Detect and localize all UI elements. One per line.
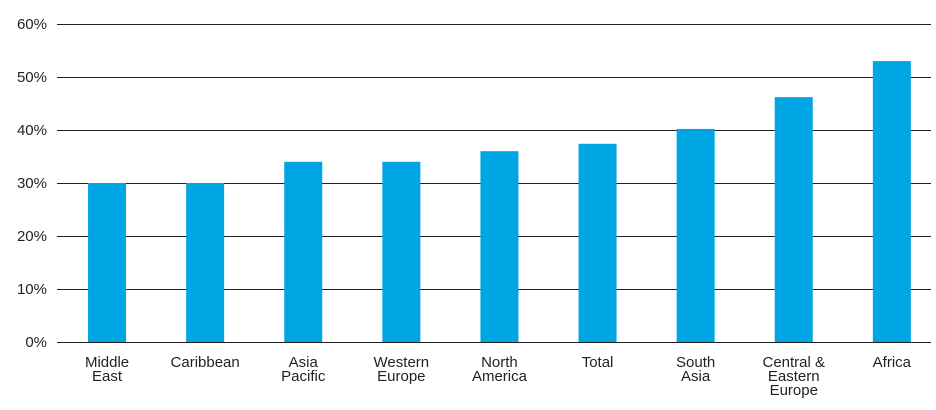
- y-tick-label: 40%: [17, 122, 47, 139]
- bar: [480, 151, 519, 342]
- x-tick-label: South Asia: [676, 354, 715, 385]
- y-axis-tick-labels: 0% 10% 20% 30% 40% 50% 60%: [17, 16, 47, 351]
- bars: [88, 61, 911, 342]
- x-tick-label: Western Europe: [374, 354, 430, 385]
- y-tick-label: 50%: [17, 69, 47, 86]
- y-tick-label: 10%: [17, 281, 47, 298]
- x-tick-label: Middle East: [85, 354, 129, 385]
- x-tick-label: Asia Pacific: [281, 354, 326, 385]
- y-tick-label: 30%: [17, 175, 47, 192]
- x-axis-tick-labels: Middle East Caribbean Asia Pacific Western Eur…: [85, 354, 912, 399]
- bar: [382, 161, 421, 342]
- x-tick-label: Caribbean: [171, 354, 240, 371]
- bar: [774, 97, 813, 342]
- bar: [284, 161, 323, 342]
- bar: [88, 183, 127, 342]
- x-tick-label: Total: [582, 354, 614, 371]
- y-tick-label: 60%: [17, 16, 47, 33]
- bar: [872, 61, 911, 342]
- x-tick-label: North America: [472, 354, 528, 385]
- bar: [578, 143, 617, 342]
- bar: [676, 128, 715, 342]
- x-tick-label: Central & Eastern Europe: [762, 354, 825, 399]
- x-tick-label: Africa: [873, 354, 912, 371]
- bar: [186, 183, 225, 342]
- y-tick-label: 0%: [25, 334, 47, 351]
- y-tick-label: 20%: [17, 228, 47, 245]
